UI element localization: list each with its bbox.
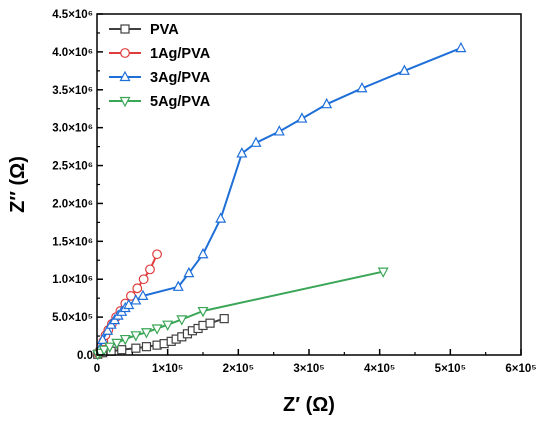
data-point [98, 345, 110, 356]
x-tick-label: 2×10⁵ [223, 363, 254, 375]
y-axis-title: Z″ (Ω) [7, 156, 29, 213]
legend-label: PVA [150, 22, 179, 38]
y-tick-label: 3.5×10⁶ [52, 85, 93, 97]
legend-marker [119, 70, 131, 82]
data-point [131, 343, 141, 353]
legend-marker [119, 96, 131, 108]
x-axis-title: Z′ (Ω) [283, 394, 335, 416]
series-layer [92, 41, 467, 361]
data-point [219, 314, 229, 324]
y-tick-label: 2.0×10⁶ [52, 198, 93, 210]
data-point [321, 97, 333, 109]
data-point [152, 249, 162, 260]
x-tick-label: 5×10⁵ [435, 363, 466, 375]
legend-item-1ag-pva: 1Ag/PVA [109, 46, 211, 62]
legend-label: 3Ag/PVA [150, 70, 211, 86]
series-3ag-pva [93, 41, 467, 355]
data-point [130, 331, 142, 342]
x-tick-label: 4×10⁵ [364, 363, 395, 375]
data-point [398, 64, 410, 75]
data-point [104, 342, 116, 353]
data-point [138, 274, 149, 285]
legend-label: 5Ag/PVA [150, 94, 211, 110]
data-point [97, 333, 109, 344]
y-tick-label: 4.5×10⁶ [52, 9, 93, 21]
data-point [197, 306, 209, 318]
y-tick-label: 5.0×10⁵ [52, 312, 93, 324]
x-tick-label: 1×10⁵ [152, 363, 183, 375]
data-point [151, 324, 163, 335]
legend-label: 1Ag/PVA [150, 46, 211, 62]
y-tick-label: 1.0×10⁶ [52, 274, 93, 286]
x-tick-label: 6×10⁵ [505, 363, 536, 375]
data-point [183, 266, 195, 278]
data-point [236, 147, 248, 158]
y-tick-label: 2.5×10⁶ [52, 161, 93, 173]
data-point [172, 280, 184, 291]
legend-marker [120, 24, 130, 34]
series-pva [93, 314, 229, 359]
data-point [111, 338, 123, 350]
legend-item-5ag-pva: 5Ag/PVA [109, 94, 211, 110]
y-tick-label: 3.0×10⁶ [52, 123, 93, 135]
data-point [141, 342, 152, 352]
data-point [250, 136, 262, 147]
plot-frame [96, 13, 522, 356]
data-point [132, 283, 143, 294]
legend-item-pva: PVA [109, 22, 179, 38]
series-5ag-pva [92, 267, 389, 361]
data-point [377, 267, 389, 278]
data-point [117, 345, 127, 355]
y-tick-label: 4.0×10⁶ [52, 47, 93, 59]
data-point [119, 334, 131, 346]
legend-marker [120, 48, 130, 58]
data-point [356, 81, 368, 93]
data-point [197, 247, 209, 259]
x-tick-label: 0 [94, 363, 100, 375]
data-point [296, 112, 308, 123]
ticks-layer: 0 1×10⁵ 2×10⁵ 3×10⁵ 4×10⁵ 5×10⁵ 6×10⁵ 0.0 5.0×10… [52, 9, 537, 375]
data-point [205, 318, 215, 328]
data-point [145, 264, 155, 275]
x-tick-label: 3×10⁵ [293, 363, 324, 375]
data-point [140, 328, 152, 339]
data-point [102, 324, 114, 335]
legend-item-3ag-pva: 3Ag/PVA [109, 70, 211, 86]
y-tick-label: 1.5×10⁶ [52, 236, 93, 248]
data-point [137, 289, 149, 300]
data-point [176, 315, 188, 326]
data-point [273, 125, 285, 136]
data-point [162, 320, 174, 331]
data-point [215, 212, 227, 223]
data-point [455, 41, 467, 53]
y-tick-label: 0.0 [77, 350, 93, 362]
legend: PVA 1Ag/PVA 3Ag/PVA 5Ag/PVA [109, 22, 211, 110]
